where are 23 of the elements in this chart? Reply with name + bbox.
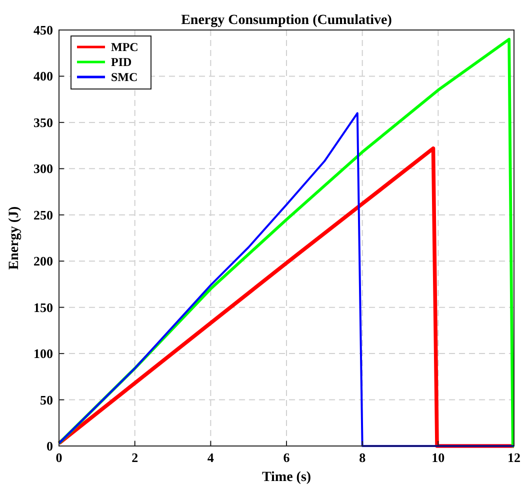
x-tick-label: 4 <box>207 450 214 465</box>
y-tick-label: 400 <box>34 68 53 84</box>
y-tick-label: 100 <box>34 346 53 362</box>
x-tick-label: 6 <box>283 450 290 465</box>
legend-label: MPC <box>111 40 138 54</box>
x-axis-title: Time (s) <box>262 470 312 485</box>
y-tick-label: 0 <box>46 438 53 454</box>
x-tick-label: 2 <box>132 450 138 465</box>
y-tick-label: 300 <box>34 161 53 176</box>
y-tick-label: 150 <box>34 300 53 315</box>
y-tick-label: 250 <box>34 207 53 222</box>
legend-label: PID <box>111 55 132 69</box>
y-tick-label: 350 <box>34 114 53 130</box>
legend-label: SMC <box>111 70 138 84</box>
y-tick-label: 450 <box>34 22 53 38</box>
y-tick-label: 50 <box>40 392 53 408</box>
x-tick-label: 0 <box>56 450 62 465</box>
y-tick-label: 200 <box>34 254 53 269</box>
x-tick-label: 8 <box>359 450 366 465</box>
x-tick-label: 10 <box>432 450 445 465</box>
chart-title: Energy Consumption (Cumulative) <box>181 13 392 28</box>
y-axis-title: Energy (J) <box>7 206 22 270</box>
x-tick-label: 12 <box>508 450 520 465</box>
